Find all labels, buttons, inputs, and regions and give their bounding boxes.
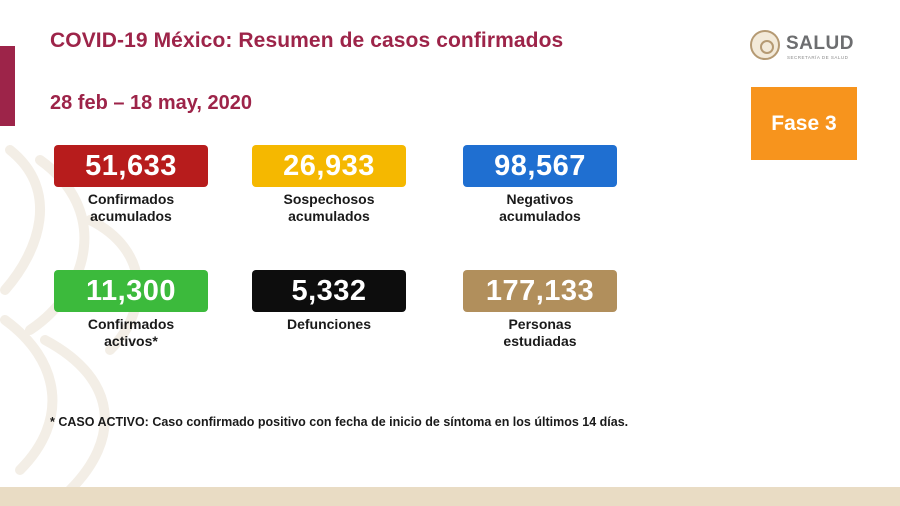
stat-value: 5,332	[252, 270, 406, 312]
stat-label: Defunciones	[286, 316, 371, 332]
stat-label: Negativos acumulados	[499, 191, 581, 224]
date-range: 28 feb – 18 may, 2020	[50, 92, 252, 114]
stat-confirmados: 51,633 Confirmados acumulados	[54, 145, 208, 225]
stat-negativos: 98,567 Negativos acumulados	[463, 145, 617, 225]
page-title: COVID-19 México: Resumen de casos confir…	[50, 29, 564, 52]
logo-name: SALUD	[786, 33, 854, 54]
stat-value: 26,933	[252, 145, 406, 187]
stat-label: Personas estudiadas	[503, 316, 577, 349]
stat-estudiadas: 177,133 Personas estudiadas	[463, 270, 617, 350]
bottom-band	[0, 487, 900, 506]
logo-subtitle: SECRETARÍA DE SALUD	[787, 55, 849, 60]
seal-icon	[750, 30, 780, 60]
footnote: * CASO ACTIVO: Caso confirmado positivo …	[50, 415, 629, 429]
stat-label: Confirmados activos*	[87, 316, 175, 349]
stat-label: Confirmados acumulados	[87, 191, 175, 224]
salud-logo: SALUD SECRETARÍA DE SALUD	[750, 30, 860, 66]
accent-bar	[0, 46, 15, 126]
stat-value: 51,633	[54, 145, 208, 187]
stat-value: 177,133	[463, 270, 617, 312]
stat-value: 98,567	[463, 145, 617, 187]
stat-label: Sospechosos acumulados	[283, 191, 375, 224]
stat-defunciones: 5,332 Defunciones	[252, 270, 406, 333]
stat-value: 11,300	[54, 270, 208, 312]
phase-badge: Fase 3	[751, 87, 857, 160]
stat-activos: 11,300 Confirmados activos*	[54, 270, 208, 350]
stat-sospechosos: 26,933 Sospechosos acumulados	[252, 145, 406, 225]
